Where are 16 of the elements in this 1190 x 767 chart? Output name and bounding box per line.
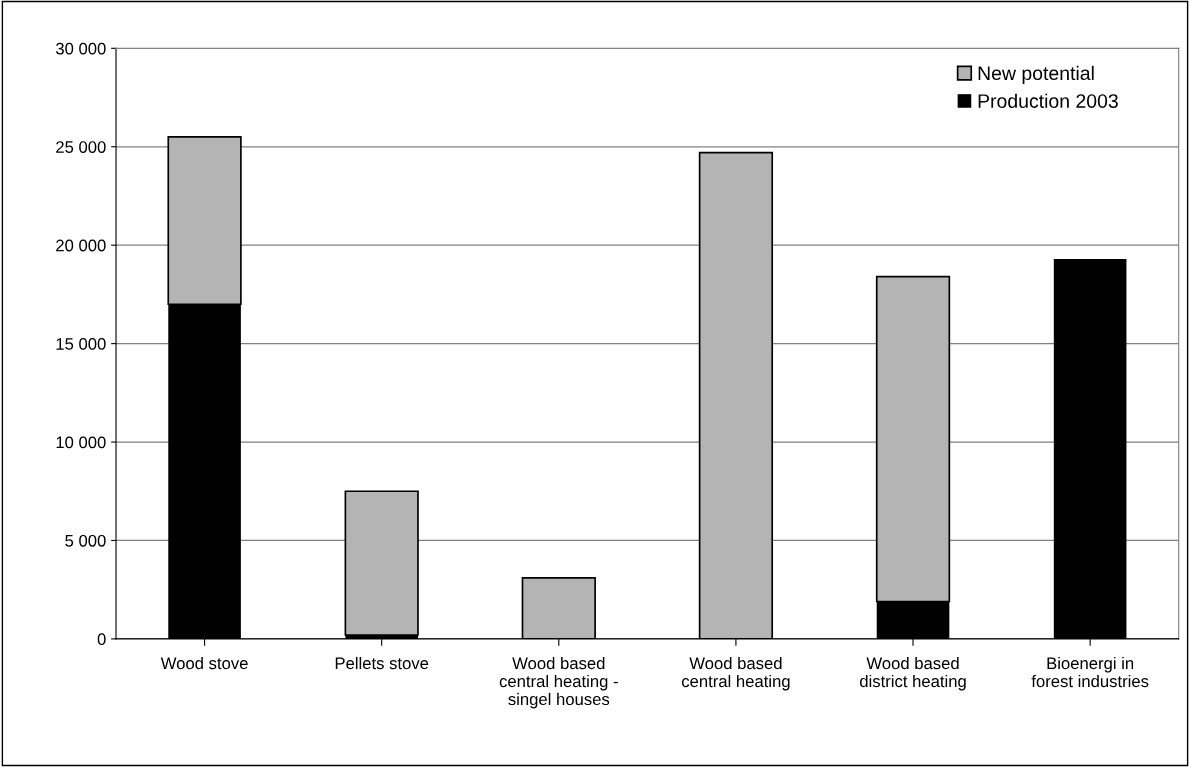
y-tick-label: 0 [97,633,106,646]
x-tick-label: Pellets stove [335,656,429,670]
y-tick-label: 10 000 [56,436,106,449]
y-tick-label: 5 000 [65,534,106,547]
x-tick-label: Bioenergi in forest industries [1031,656,1149,688]
bar [344,490,419,636]
x-tick-label: Wood based central heating - singel houses [499,656,618,709]
legend-label: Production 2003 [978,93,1118,108]
y-tick-label: 25 000 [56,141,106,153]
x-tick-label: Wood based district heating [860,656,966,691]
y-tick-label: 15 000 [56,338,106,350]
legend-label: New potential [978,65,1094,84]
x-tick-label: Wood based central heating [681,656,790,691]
y-tick-label: 20 000 [56,239,106,252]
x-tick-label: Wood stove [160,656,248,670]
y-tick-label: 30 000 [55,42,106,55]
